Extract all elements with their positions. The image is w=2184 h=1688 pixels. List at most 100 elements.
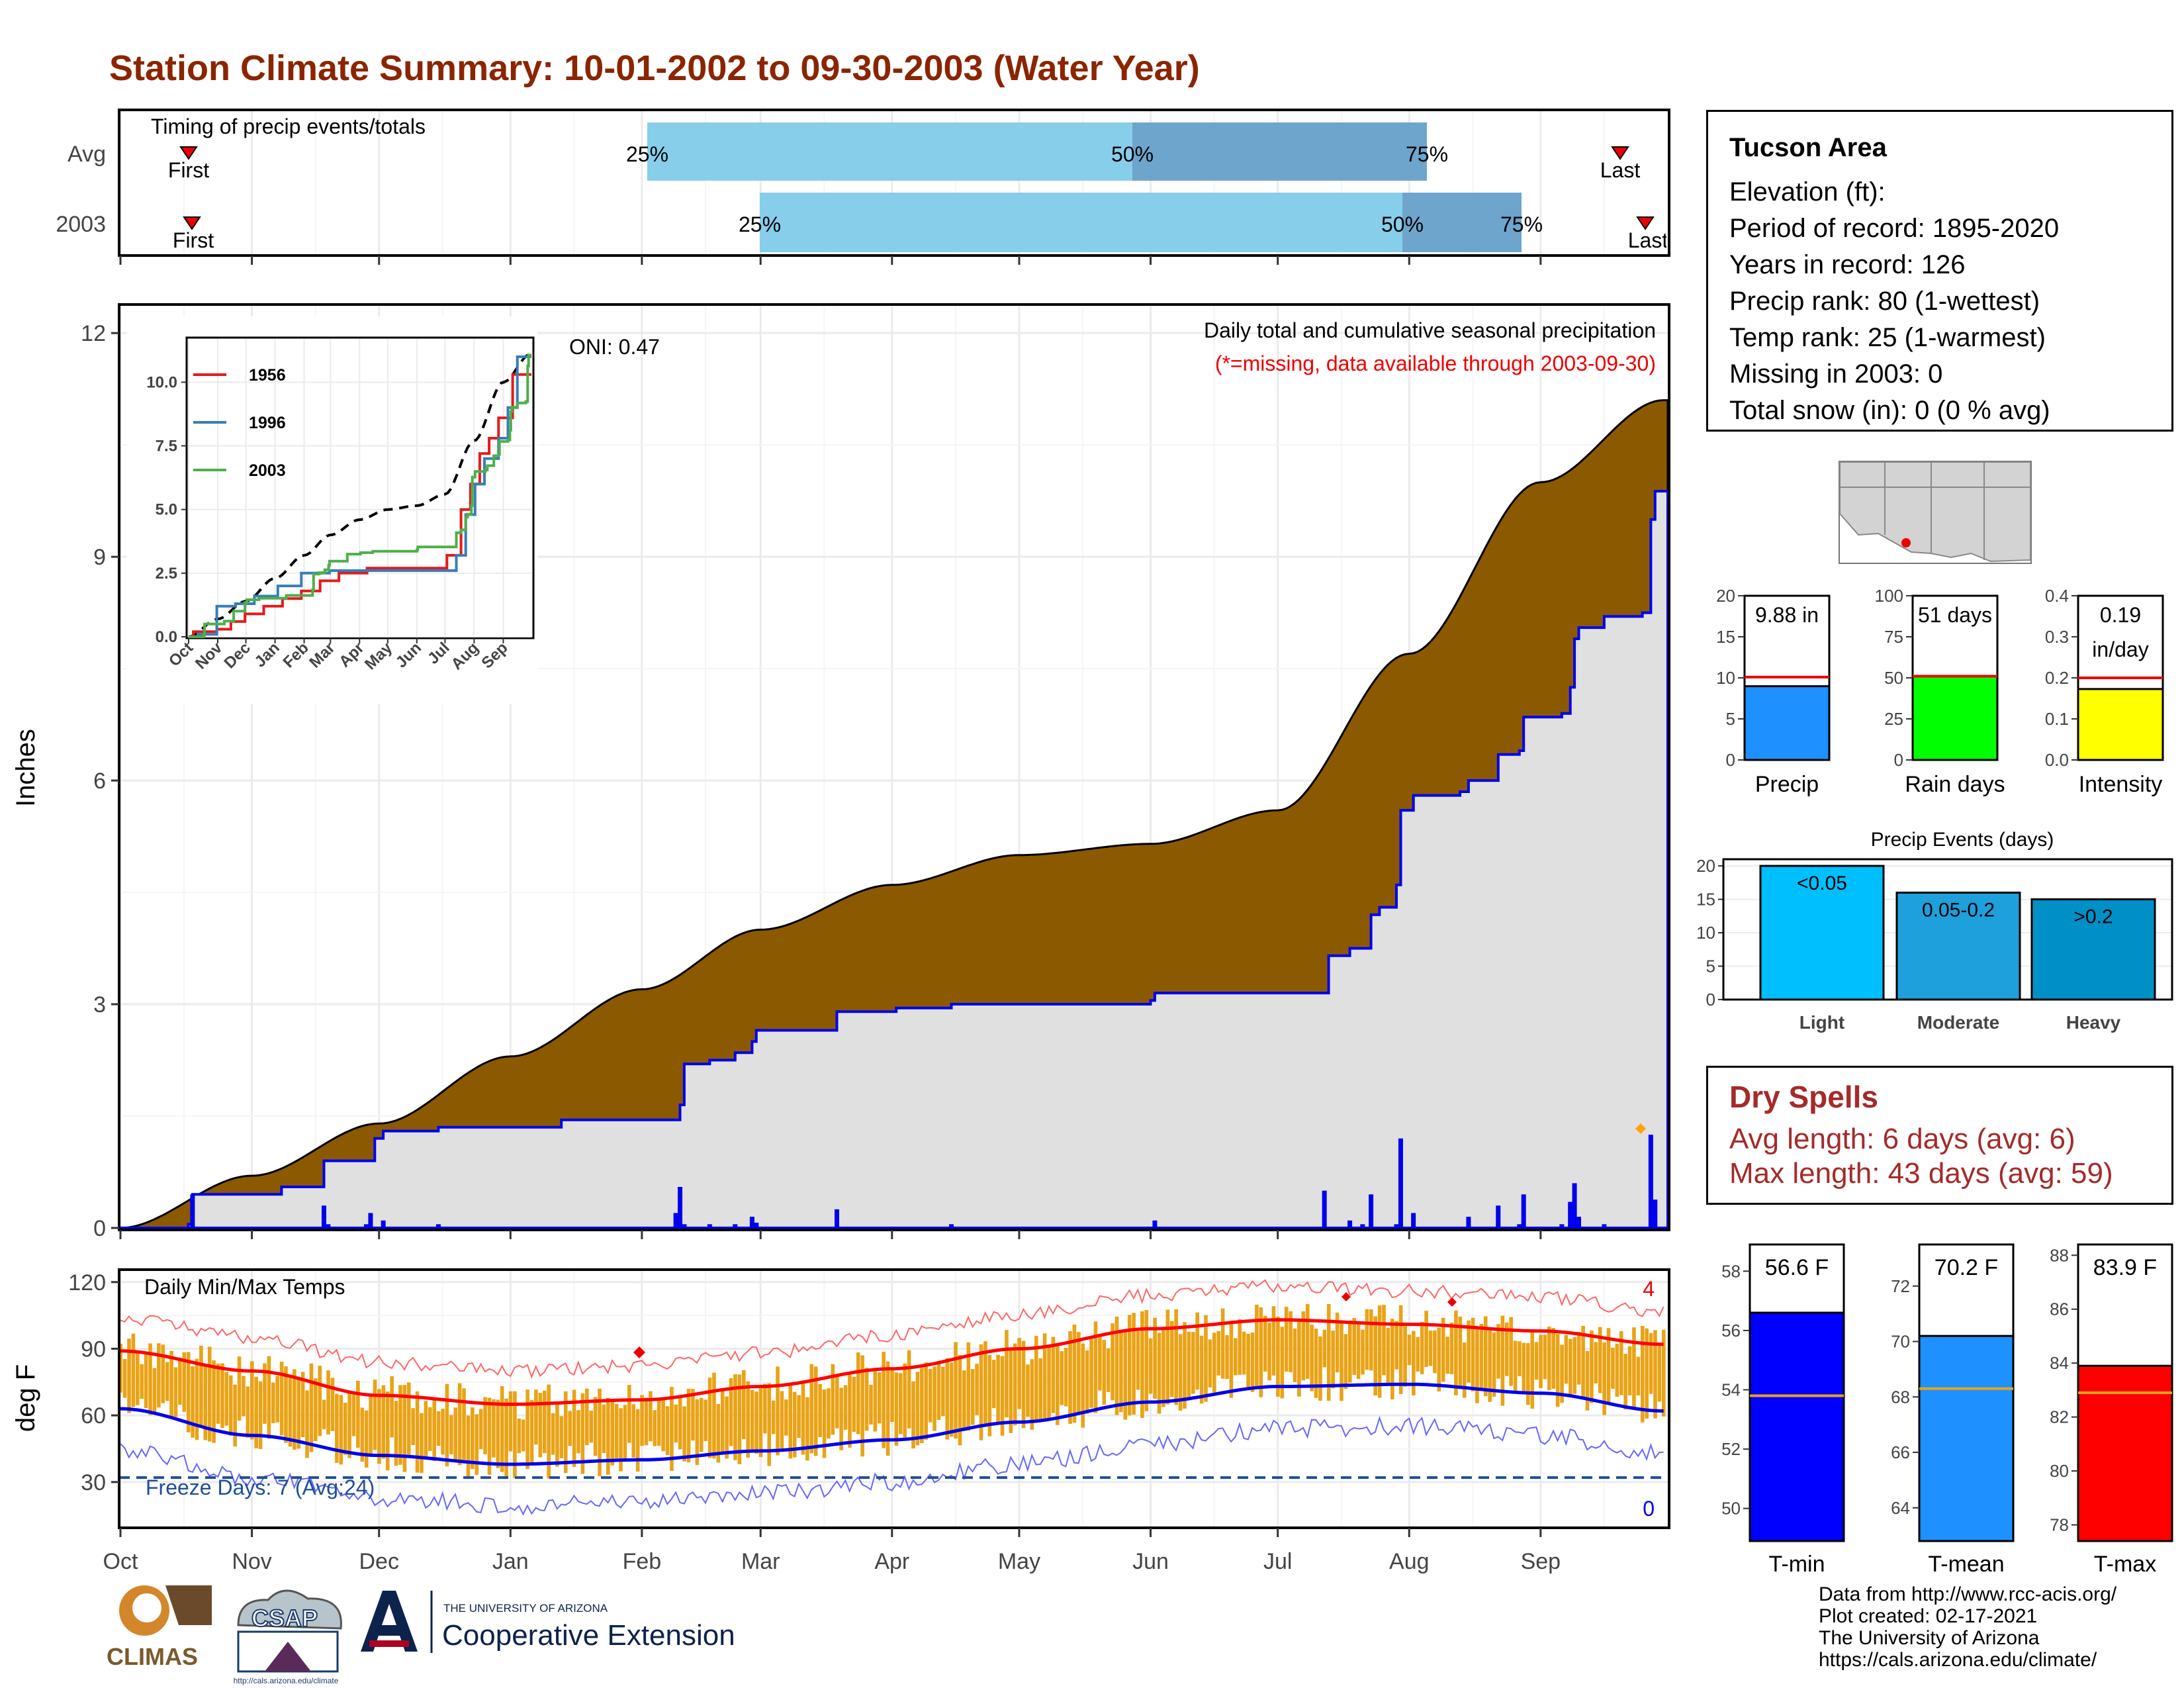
daily-temp-bar (585, 1388, 589, 1446)
inset-ytick-label: 7.5 (156, 438, 177, 455)
daily-temp-bar (263, 1363, 267, 1424)
daily-temp-bar (1441, 1317, 1445, 1382)
avg-first-marker (179, 146, 198, 160)
events-bar-label: 0.05-0.2 (1922, 899, 1995, 921)
daily-temp-bar (1326, 1303, 1331, 1401)
daily-temp-bar (1585, 1351, 1590, 1411)
daily-temp-bar (462, 1388, 466, 1460)
daily-temp-bar (233, 1384, 237, 1447)
daily-temp-bar (136, 1352, 140, 1405)
timing-clip (1666, 205, 1693, 258)
daily-precip-bar (1559, 1224, 1565, 1228)
csap-url: http://cals.arizona.edu/climate (234, 1676, 339, 1685)
daily-temp-bar (949, 1362, 954, 1437)
daily-temp-bar (1369, 1309, 1373, 1371)
daily-temp-bar (771, 1400, 776, 1434)
daily-precip-bar (1466, 1217, 1471, 1228)
record-high-marker (1342, 1292, 1351, 1301)
daily-temp-bar (1382, 1305, 1386, 1376)
station-name: Tucson Area (1729, 133, 1887, 162)
daily-precip-bar (1521, 1194, 1526, 1228)
daily-temp-bar (890, 1367, 894, 1423)
daily-temp-bar (1081, 1343, 1085, 1428)
daily-temp-bar (271, 1382, 275, 1423)
daily-temp-bar (471, 1407, 475, 1470)
daily-precip-bar (707, 1224, 712, 1228)
daily-temp-bar (1572, 1337, 1577, 1394)
daily-temp-bar (1653, 1330, 1657, 1419)
rain-label-box (1918, 601, 1992, 632)
daily-temp-bar (1539, 1335, 1543, 1388)
daily-precip-bars (190, 1135, 1658, 1228)
daily-temp-bar (178, 1357, 182, 1405)
events-tick-label: 0 (1706, 990, 1715, 1009)
y2003-last-marker (1636, 216, 1655, 230)
tmean-value-label: 70.2 F (1934, 1255, 1998, 1280)
y2003-p75: 75% (1500, 212, 1543, 236)
daily-temp-bar (593, 1397, 598, 1456)
daily-temp-bar (1632, 1327, 1636, 1409)
daily-temp-bar (1005, 1330, 1009, 1418)
logos: CLIMAS CSAP http://cals.arizona.edu/clim… (107, 1585, 735, 1685)
daily-precip-bar (733, 1224, 738, 1228)
month-label: Dec (359, 1549, 398, 1574)
daily-temp-bar (1229, 1321, 1234, 1398)
daily-temp-bar (360, 1407, 365, 1462)
daily-precip-bar (1576, 1217, 1581, 1228)
daily-temp-bar (1352, 1318, 1356, 1375)
intensity-tick-label: 0.0 (2045, 750, 2069, 770)
daily-precip-bar (1398, 1138, 1403, 1228)
precip-events-chart: Precip Events (days) 0 5 10 15 20 <0.05 Light 0… (1696, 829, 2173, 1033)
month-label: Oct (103, 1549, 138, 1574)
daily-temp-bar (436, 1411, 441, 1446)
daily-temp-bar (529, 1399, 534, 1465)
daily-temp-bar (614, 1403, 619, 1462)
daily-temp-bar (275, 1376, 280, 1423)
events-axis-label: Moderate (1917, 1012, 1999, 1033)
daily-temp-bar (1212, 1333, 1216, 1393)
daily-temp-bar (1026, 1364, 1030, 1417)
daily-temp-bar (152, 1368, 157, 1415)
daily-temp-bar (517, 1418, 522, 1454)
daily-temp-bar (216, 1363, 220, 1424)
daily-temp-bar (1361, 1329, 1365, 1375)
daily-temp-bar (1602, 1342, 1606, 1415)
daily-precip-bar (1653, 1199, 1658, 1228)
tmin-value-label: 56.6 F (1765, 1255, 1829, 1280)
timing-panel: Timing of precip events/totals Avg 2003 … (56, 109, 1693, 258)
station-info-box: Tucson Area Elevation (ft): Period of re… (1706, 110, 2173, 432)
daily-temp-bar (1576, 1332, 1581, 1385)
intensity-tick-label: 0.4 (2045, 586, 2069, 606)
daily-temp-bar (1013, 1343, 1017, 1426)
daily-temp-bar (598, 1388, 602, 1477)
daily-temp-bar (1064, 1347, 1068, 1407)
daily-temp-bar (1657, 1346, 1662, 1402)
daily-temp-bar (1310, 1325, 1314, 1391)
daily-temp-bar (958, 1355, 962, 1446)
avg-last-label: Last (1600, 158, 1641, 182)
daily-temp-bar (402, 1385, 407, 1472)
daily-temp-bar (1293, 1328, 1297, 1382)
daily-temp-bar (1518, 1341, 1522, 1376)
dry-spells-title: Dry Spells (1729, 1080, 1878, 1114)
daily-temp-bar (1161, 1327, 1165, 1407)
record-high-marker (1447, 1297, 1457, 1307)
daily-temp-bar (343, 1403, 347, 1455)
daily-temp-bar (1526, 1343, 1530, 1405)
daily-temp-bar (1127, 1315, 1132, 1416)
daily-temp-bar (1403, 1325, 1407, 1387)
inset-ytick-label: 0.0 (156, 628, 177, 646)
daily-temp-bar (1513, 1340, 1518, 1391)
precip-value-label: 9.88 in (1755, 603, 1819, 627)
daily-temp-bar (839, 1387, 843, 1450)
daily-temp-bar (1340, 1320, 1343, 1401)
daily-temp-bar (1000, 1356, 1005, 1436)
precip-ytick-label: 12 (81, 321, 106, 346)
daily-temp-bar (1051, 1336, 1056, 1413)
daily-temp-bar (1581, 1325, 1585, 1398)
rain-value-label: 51 days (1918, 603, 1992, 627)
inset-ytick-label: 10.0 (146, 373, 177, 391)
tmin-tick-label: 50 (1721, 1499, 1741, 1519)
daily-precip-bar (678, 1187, 683, 1228)
daily-temp-bar (1216, 1331, 1221, 1376)
